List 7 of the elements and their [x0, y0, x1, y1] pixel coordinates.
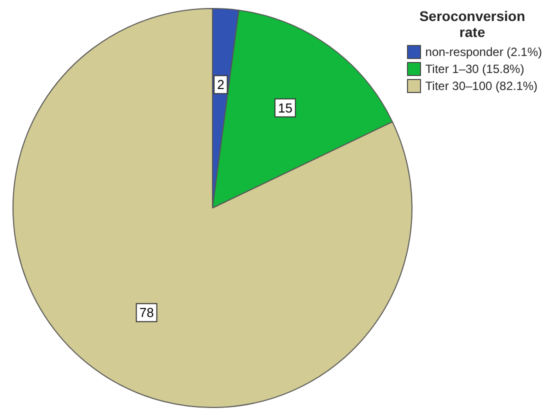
legend-label: Titer 1–30 (15.8%) [425, 62, 524, 76]
data-label: 2 [217, 77, 224, 92]
legend-title: Seroconversion rate [418, 8, 526, 40]
data-label: 78 [139, 305, 154, 320]
data-label: 15 [278, 100, 292, 116]
legend-label: non-responder (2.1%) [425, 44, 542, 58]
legend-label: Titer 30–100 (82.1%) [425, 78, 538, 92]
